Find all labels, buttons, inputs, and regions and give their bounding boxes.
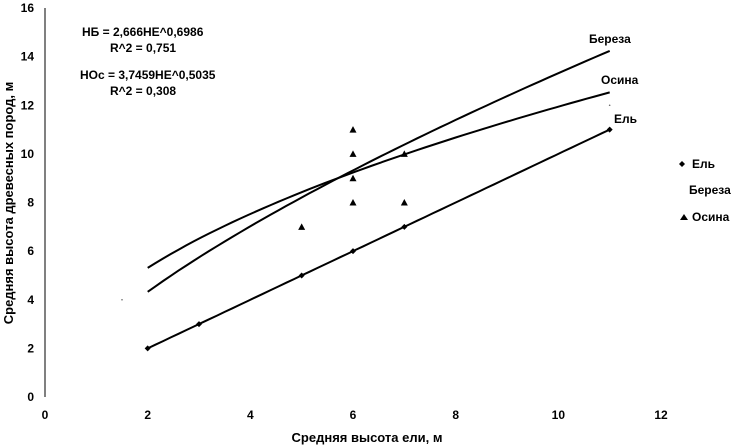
trend-line <box>147 128 611 350</box>
birch-r2: R^2 = 0,751 <box>110 41 176 55</box>
x-tick-label: 4 <box>247 408 254 422</box>
trend-line <box>147 49 611 293</box>
data-point <box>349 174 357 182</box>
legend-item-spruce: Ель <box>679 157 715 171</box>
x-axis: 0 2 4 6 8 10 12 <box>42 408 668 422</box>
data-point <box>349 126 357 133</box>
x-tick-label: 2 <box>144 408 151 422</box>
birch-equation: НБ = 2,666НЕ^0,6986 <box>82 25 204 39</box>
trend-label-aspen: Осина <box>601 73 639 87</box>
data-point <box>608 104 611 107</box>
y-tick-label: 2 <box>27 341 34 355</box>
y-tick-label: 14 <box>21 50 35 64</box>
x-tick-label: 8 <box>452 408 459 422</box>
data-point <box>349 150 357 157</box>
legend-label-spruce: Ель <box>692 157 715 171</box>
y-tick-label: 4 <box>27 293 34 307</box>
trend-line <box>147 91 610 269</box>
y-tick-label: 6 <box>27 244 34 258</box>
legend-marker-triangle <box>680 214 688 220</box>
y-tick-labels: 0 2 4 6 8 10 12 14 16 <box>21 1 35 404</box>
trend-lines <box>147 49 611 350</box>
data-point <box>401 223 408 230</box>
trend-label-spruce: Ель <box>614 112 637 126</box>
legend-item-aspen: Осина <box>680 210 730 224</box>
y-tick-label: 10 <box>21 147 35 161</box>
x-tick-label: 12 <box>654 408 668 422</box>
data-points <box>121 104 613 352</box>
data-point <box>298 223 306 230</box>
data-point <box>400 199 408 206</box>
data-point <box>196 321 202 328</box>
x-tick-label: 10 <box>552 408 566 422</box>
y-tick-label: 16 <box>21 1 35 15</box>
data-point <box>350 248 356 255</box>
x-axis-title: Средняя высота ели, м <box>292 430 443 445</box>
data-point <box>144 345 151 352</box>
y-tick-label: 8 <box>27 196 34 210</box>
aspen-r2: R^2 = 0,308 <box>110 84 176 98</box>
legend-label-aspen: Осина <box>692 210 730 224</box>
data-point <box>298 272 305 279</box>
y-tick-label: 12 <box>21 98 35 112</box>
x-tick-label: 0 <box>42 408 49 422</box>
y-tick-label: 0 <box>27 390 34 404</box>
aspen-equation: НОс = 3,7459НЕ^0,5035 <box>80 68 216 82</box>
data-point <box>606 126 613 133</box>
legend-marker-diamond <box>679 161 685 167</box>
legend: Ель Береза Осина <box>679 157 731 224</box>
y-axis-title: Средняя высота древесных пород, м <box>1 82 16 325</box>
data-point <box>121 298 123 301</box>
x-tick-labels: 0 2 4 6 8 10 12 <box>42 408 668 422</box>
data-point <box>349 199 357 206</box>
y-axis: 0 2 4 6 8 10 12 14 16 <box>21 1 46 404</box>
x-tick-label: 6 <box>350 408 357 422</box>
legend-item-birch: Береза <box>689 183 731 197</box>
trend-label-birch: Береза <box>589 32 631 46</box>
legend-label-birch: Береза <box>689 183 731 197</box>
data-point <box>400 150 408 157</box>
